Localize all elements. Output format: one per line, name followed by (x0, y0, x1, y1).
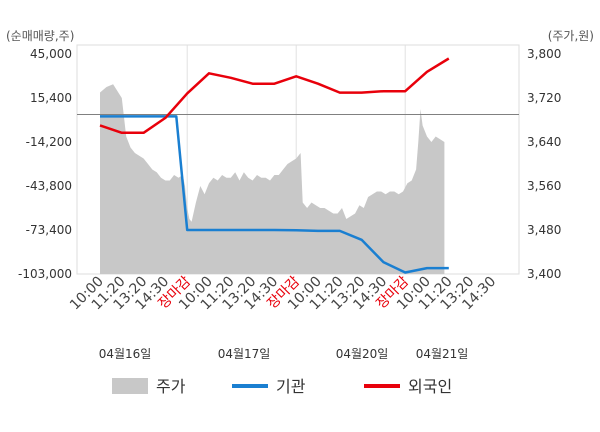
price-area (100, 84, 445, 274)
left-tick-label: -43,800 (26, 179, 72, 193)
date-label: 04월20일 (336, 347, 389, 361)
right-tick-label: 3,800 (527, 47, 561, 61)
x-axis-ticks: 10:0011:2013:2014:30장마감10:0011:2013:2014… (67, 273, 499, 313)
date-label: 04월16일 (99, 347, 152, 361)
legend-label-institution: 기관 (276, 377, 306, 396)
right-tick-label: 3,640 (527, 135, 561, 149)
series-lines (99, 57, 450, 274)
legend-swatch-institution (232, 384, 268, 388)
legend-swatch-price (112, 378, 148, 394)
date-label: 04월17일 (218, 347, 271, 361)
right-tick-label: 3,400 (527, 267, 561, 281)
right-tick-label: 3,560 (527, 179, 561, 193)
institution-line (100, 115, 449, 274)
right-axis-unit-label: (주가,원) (548, 29, 594, 43)
left-axis-unit-label: (순매매량,주) (6, 29, 74, 43)
right-tick-label: 3,480 (527, 223, 561, 237)
left-axis-ticks: 45,000 15,400 -14,200 -43,800 -73,400 -103,00… (18, 47, 72, 281)
legend-label-price: 주가 (156, 377, 186, 396)
date-labels: 04월16일 04월17일 04월20일 04월21일 (99, 347, 469, 361)
right-tick-label: 3,720 (527, 91, 561, 105)
foreign-line (99, 57, 450, 135)
date-label: 04월21일 (416, 347, 469, 361)
legend: 주가 기관 외국인 (112, 377, 452, 396)
left-tick-label: 45,000 (30, 47, 72, 61)
left-tick-label: 15,400 (30, 91, 72, 105)
left-tick-label: -73,400 (26, 223, 72, 237)
left-tick-label: -103,000 (18, 267, 72, 281)
legend-swatch-foreign (364, 384, 400, 388)
left-tick-label: -14,200 (26, 135, 72, 149)
right-axis-ticks: 3,800 3,720 3,640 3,560 3,480 3,400 (527, 47, 561, 281)
price-area-layer (100, 84, 445, 274)
legend-label-foreign: 외국인 (408, 377, 452, 396)
